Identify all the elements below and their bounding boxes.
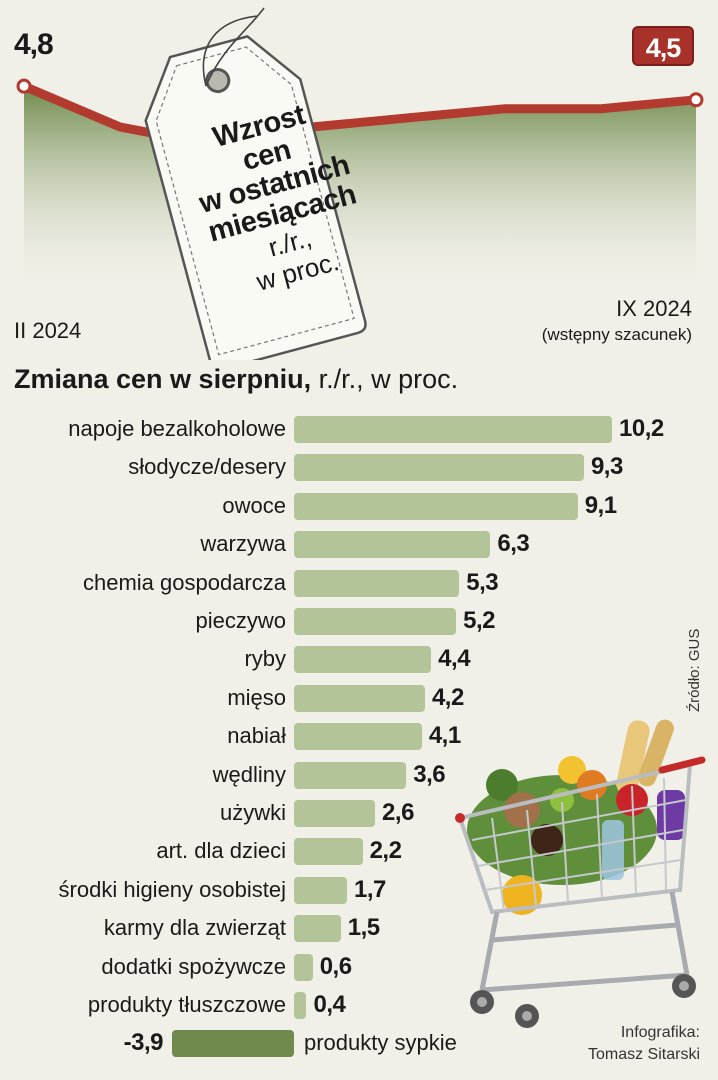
bar-value-label: 6,3 — [497, 530, 530, 558]
bar — [172, 1030, 294, 1058]
bar-value-label: 5,3 — [466, 568, 499, 596]
bar-value-label: -3,9 — [123, 1029, 164, 1057]
bar-category-label: owoce — [222, 492, 286, 518]
bar — [294, 608, 457, 635]
bar-row: środki higieny osobistej 1,7 — [0, 875, 718, 905]
bar-row: używki 2,6 — [0, 798, 718, 828]
bar-value-label: 5,2 — [463, 607, 495, 634]
bar-row: art. dla dzieci 2,2 — [0, 836, 718, 866]
bar-category-label: produkty tłuszczowe — [87, 992, 286, 1017]
bar-row: dodatki spożywcze 0,6 — [0, 952, 718, 982]
bar — [294, 838, 363, 866]
end-point — [688, 92, 704, 108]
bar-value-label: 4,2 — [431, 683, 464, 711]
credit-line-1: Infografika: — [620, 1024, 700, 1041]
bar-category-label: napoje bezalkoholowe — [68, 416, 286, 441]
bar-category-label: wędliny — [212, 761, 286, 787]
start-value-label: 4,8 — [14, 28, 54, 61]
bar-row: słodycze/desery 9,3 — [0, 452, 718, 482]
bar — [294, 953, 313, 981]
price-tag-icon — [144, 35, 367, 360]
bar-value-label: 3,6 — [413, 760, 446, 788]
bar-row: produkty tłuszczowe 0,4 — [0, 990, 718, 1020]
bar — [294, 723, 422, 751]
price-growth-line-chart — [16, 7, 704, 360]
bar-category-label: ryby — [244, 646, 286, 672]
bar-category-label: używki — [219, 800, 286, 825]
bar — [294, 492, 578, 520]
bar — [294, 915, 341, 943]
bar-value-label: 0,6 — [319, 952, 352, 980]
bar-category-label: warzywa — [200, 531, 286, 557]
bar — [294, 646, 432, 674]
bar-category-label: produkty sypkie — [304, 1030, 457, 1056]
bar-row: karmy dla zwierząt 1,5 — [0, 913, 718, 943]
bar-row: chemia gospodarcza 5,3 — [0, 568, 718, 598]
bar-row: mięso 4,2 — [0, 683, 718, 713]
start-period-label: II 2024 — [14, 318, 82, 343]
bar-row: owoce 9,1 — [0, 491, 718, 521]
bar-row: produkty sypkie -3,9 — [0, 1028, 718, 1058]
bar-row: wędliny 3,6 — [0, 760, 718, 790]
bar-value-label: 9,3 — [590, 453, 623, 481]
bar-value-label: 1,7 — [354, 875, 386, 903]
bar — [294, 800, 376, 827]
bar-value-label: 9,1 — [584, 491, 617, 519]
bar-chart-title-rest: r./r., w proc. — [311, 364, 459, 394]
bar-chart-title-bold: Zmiana cen w sierpniu, — [14, 364, 312, 394]
bar-value-label: 10,2 — [619, 415, 664, 442]
bar-row: napoje bezalkoholowe 10,2 — [0, 414, 718, 444]
source-note: Źródło: GUS — [686, 628, 703, 712]
bar-value-label: 4,1 — [428, 722, 461, 750]
bar-row: ryby 4,4 — [0, 644, 718, 674]
bar-category-label: chemia gospodarcza — [82, 569, 286, 595]
end-period-label: IX 2024 — [616, 296, 692, 321]
bar-row: warzywa 6,3 — [0, 529, 718, 559]
credit-line-2: Tomasz Sitarski — [587, 1046, 700, 1063]
end-value-badge: 4,5 — [632, 26, 694, 66]
bar — [294, 416, 612, 443]
bar — [294, 531, 491, 559]
bar-category-label: pieczywo — [195, 608, 286, 633]
bar-category-label: nabiał — [227, 723, 286, 749]
bar — [294, 684, 425, 712]
bar-category-label: dodatki spożywcze — [101, 953, 286, 979]
bar-value-label: 2,6 — [382, 799, 414, 826]
bar — [294, 569, 460, 597]
bar — [294, 992, 307, 1019]
bar-category-label: słodycze/desery — [128, 454, 286, 480]
shopping-cart-icon — [455, 719, 706, 1028]
end-period-note: (wstępny szacunek) — [541, 325, 692, 344]
bar-category-label: mięso — [227, 684, 286, 710]
bar — [294, 454, 584, 482]
bar-category-label: karmy dla zwierząt — [103, 915, 286, 941]
bar-value-label: 2,2 — [369, 837, 402, 865]
bar-row: nabiał 4,1 — [0, 721, 718, 751]
price-tag-string — [202, 7, 265, 87]
bar-category-label: art. dla dzieci — [156, 838, 286, 864]
bar-row: pieczywo 5,2 — [0, 606, 718, 636]
bar — [294, 761, 407, 789]
bar-chart-title: Zmiana cen w sierpniu, r./r., w proc. — [14, 364, 458, 395]
price-growth-line — [22, 82, 697, 150]
bar-value-label: 0,4 — [313, 991, 346, 1018]
bar — [294, 876, 347, 904]
bar-value-label: 1,5 — [347, 914, 380, 942]
bar-category-label: środki higieny osobistej — [58, 876, 286, 902]
start-point — [16, 78, 32, 94]
bar-value-label: 4,4 — [438, 645, 471, 673]
